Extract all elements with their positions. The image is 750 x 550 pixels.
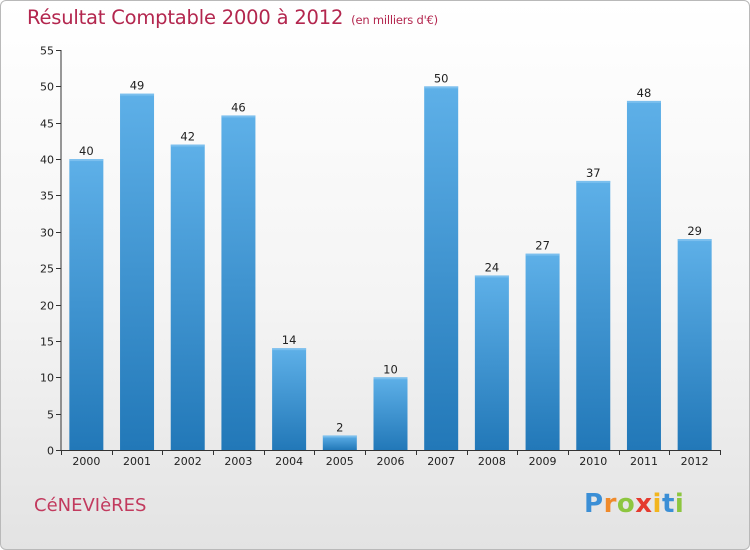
x-tick-label: 2007 (427, 455, 455, 468)
y-tick-label: 45 (40, 118, 54, 131)
data-label: 37 (586, 166, 601, 180)
x-tick-label: 2005 (326, 455, 354, 468)
y-tick-label: 55 (40, 45, 54, 58)
bar (272, 348, 307, 450)
logo-letter: i (652, 489, 662, 519)
data-label: 24 (485, 260, 500, 274)
x-tick-label: 2011 (630, 455, 658, 468)
bar (474, 275, 509, 450)
y-tick-label: 25 (40, 263, 54, 276)
logo-letter: x (635, 489, 653, 519)
y-tick-label: 35 (40, 190, 54, 203)
data-label: 48 (637, 86, 652, 100)
x-tick-label: 2004 (275, 455, 303, 468)
logo-letter: t (661, 489, 675, 519)
data-label: 14 (282, 333, 297, 347)
data-label: 10 (383, 362, 398, 376)
bar-highlight (576, 180, 611, 183)
commune-name: CéNEVIèRES (34, 495, 147, 516)
x-tick-label: 2009 (529, 455, 557, 468)
bar (221, 115, 256, 451)
y-tick-label: 0 (47, 445, 54, 458)
logo-letter: P (584, 489, 604, 519)
x-tick-label: 2008 (478, 455, 506, 468)
chart-title: Résultat Comptable 2000 à 2012 (en millie… (27, 6, 438, 29)
x-tick-label: 2001 (123, 455, 151, 468)
bar-highlight (525, 253, 560, 256)
data-label: 40 (79, 144, 94, 158)
bar-highlight (424, 86, 459, 89)
bar-highlight (322, 435, 357, 438)
bar (576, 180, 611, 450)
bar (170, 144, 205, 450)
bar-highlight (373, 377, 408, 380)
data-label: 2 (336, 420, 343, 434)
x-tick-label: 2012 (681, 455, 709, 468)
y-tick-label: 50 (40, 81, 54, 94)
data-label: 27 (535, 239, 550, 253)
bar-highlight (221, 115, 256, 118)
logo-letter: o (616, 489, 636, 519)
bar (677, 239, 712, 450)
logo-letter: r (603, 489, 617, 519)
bar (525, 253, 560, 450)
x-tick-label: 2006 (377, 455, 405, 468)
y-tick-label: 10 (40, 372, 54, 385)
data-label: 46 (231, 100, 246, 114)
x-tick-label: 2002 (174, 455, 202, 468)
bar (69, 159, 104, 450)
chart-unit: (en milliers d'€) (351, 13, 438, 27)
bar (626, 100, 661, 450)
bar (424, 86, 459, 450)
chart-title-text: Résultat Comptable 2000 à 2012 (27, 6, 344, 29)
data-label: 29 (687, 224, 702, 238)
logo-letter: i (674, 489, 685, 519)
y-tick-label: 40 (40, 154, 54, 167)
y-tick-label: 15 (40, 336, 54, 349)
x-tick-label: 2003 (224, 455, 252, 468)
bar (120, 93, 155, 451)
bar-highlight (120, 93, 155, 96)
bar-highlight (677, 239, 712, 242)
bar-highlight (170, 144, 205, 147)
x-tick-label: 2000 (72, 455, 100, 468)
bar-highlight (272, 348, 307, 351)
bar-highlight (474, 275, 509, 278)
y-tick-label: 30 (40, 227, 54, 240)
bar (322, 435, 357, 450)
data-label: 49 (130, 79, 145, 93)
y-tick-label: 5 (47, 409, 54, 422)
bar-highlight (626, 100, 661, 103)
proxiti-logo[interactable]: Proxiti (584, 489, 684, 519)
x-tick-label: 2010 (579, 455, 607, 468)
data-label: 42 (180, 130, 195, 144)
data-label: 50 (434, 71, 449, 85)
y-tick-label: 20 (40, 300, 54, 313)
bar-highlight (69, 159, 104, 162)
bar (373, 377, 408, 450)
